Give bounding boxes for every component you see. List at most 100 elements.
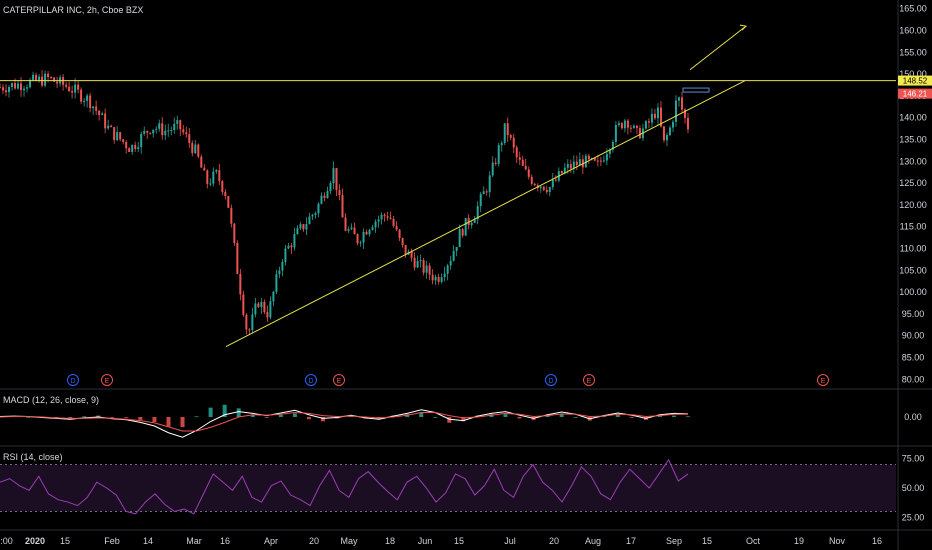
candle-body [44, 73, 47, 86]
candle-body [287, 245, 290, 249]
price-pane[interactable] [0, 0, 932, 388]
candle-body [179, 120, 182, 130]
symbol-title[interactable]: CATERPILLAR INC, 2h, Cboe BZX [3, 5, 144, 15]
candle-body [359, 242, 362, 244]
candle-body [11, 83, 14, 88]
candle-body [527, 169, 530, 177]
candle-body [506, 123, 509, 136]
candle-body [629, 127, 632, 129]
candle-body [2, 87, 5, 91]
macd-histogram-bar [545, 415, 550, 417]
candle-body [491, 162, 494, 176]
candle-body [335, 168, 338, 191]
rising-trendline[interactable] [225, 80, 746, 348]
candle-body [257, 303, 260, 308]
candle-body [383, 214, 386, 217]
candle-body [593, 158, 596, 161]
event-marker-letter: E [337, 378, 342, 385]
candle-body [494, 162, 497, 164]
candle-body [614, 125, 617, 142]
event-marker-letter: D [548, 378, 553, 385]
candle-body [464, 218, 467, 236]
macd-histogram-bar [657, 415, 662, 417]
price-tick-label: 135.00 [899, 135, 927, 145]
candle-body [254, 303, 257, 315]
candle-body [503, 123, 506, 143]
candle-body [467, 218, 470, 226]
rsi-plot [0, 458, 689, 515]
candle-body [92, 106, 95, 109]
price-range-box[interactable] [682, 87, 710, 93]
price-tick-label: 90.00 [902, 331, 925, 341]
candle-body [227, 196, 230, 208]
candle-body [617, 123, 620, 126]
candle-body [566, 164, 569, 168]
macd-title[interactable]: MACD (12, 26, close, 9) [3, 395, 100, 405]
candle-body [500, 142, 503, 146]
candle-body [656, 107, 659, 119]
macd-histogram-bar [686, 416, 690, 418]
candle-body [194, 144, 197, 154]
candle-body [380, 214, 383, 220]
candle-body [284, 248, 287, 262]
candle-body [569, 164, 572, 169]
candle-body [482, 191, 485, 195]
projection-arrow[interactable] [689, 25, 747, 71]
rsi-title[interactable]: RSI (14, close) [3, 452, 63, 462]
candle-body [56, 81, 59, 84]
candle-body [428, 265, 431, 275]
event-marker-circle[interactable] [67, 374, 79, 386]
candle-body [452, 251, 455, 261]
time-tick-label: Sep [666, 536, 682, 546]
candle-body [221, 181, 224, 193]
candle-body [212, 171, 215, 184]
candle-body [266, 312, 269, 318]
time-tick-label: 17 [626, 536, 636, 546]
event-marker-circle[interactable] [545, 374, 557, 386]
candle-body [71, 91, 74, 93]
candle-body [632, 125, 635, 128]
candle-body [206, 170, 209, 184]
time-scale[interactable]: 0:00 2020 15 Feb 14 Mar 16 Apr 20 May 18 Jun 15 Jul 20… [0, 536, 882, 546]
macd-histogram-bar [671, 415, 676, 417]
candle-body [50, 77, 53, 79]
candle-body [578, 159, 581, 166]
event-marker-circle[interactable] [101, 374, 113, 386]
candle-body [329, 183, 332, 192]
candle-body [683, 109, 686, 118]
candle-body [155, 128, 158, 130]
event-marker-circle[interactable] [333, 374, 345, 386]
candle-body [317, 203, 320, 214]
candle-body [596, 160, 599, 162]
candle-body [5, 90, 8, 93]
price-tick-label: 120.00 [899, 200, 927, 210]
candle-body [95, 106, 98, 111]
last-price-value: 148.52 [903, 77, 928, 86]
candle-body [539, 186, 542, 189]
candle-body [47, 73, 50, 78]
candle-body [8, 87, 11, 93]
price-tick-label: 100.00 [899, 287, 927, 297]
candle-body [89, 95, 92, 109]
candle-body [302, 224, 305, 230]
event-marker-circle[interactable] [305, 374, 317, 386]
candle-body [687, 117, 689, 130]
time-tick-label: 16 [220, 536, 230, 546]
candle-body [29, 79, 32, 88]
candle-body [338, 190, 341, 196]
candle-body [239, 274, 242, 295]
time-tick-label: 20 [549, 536, 559, 546]
event-marker-letter: D [308, 378, 313, 385]
macd-histogram-bar [615, 414, 620, 417]
candle-body [107, 125, 110, 129]
event-marker-circle[interactable] [583, 374, 595, 386]
candle-body [218, 170, 221, 182]
candle-body [458, 229, 461, 248]
candle-body [230, 207, 233, 224]
event-marker-circle[interactable] [817, 374, 829, 386]
candle-body [242, 294, 245, 315]
rsi-tick-label: 75.00 [902, 454, 925, 464]
price-tick-label: 105.00 [899, 265, 927, 275]
candle-body [665, 135, 668, 141]
